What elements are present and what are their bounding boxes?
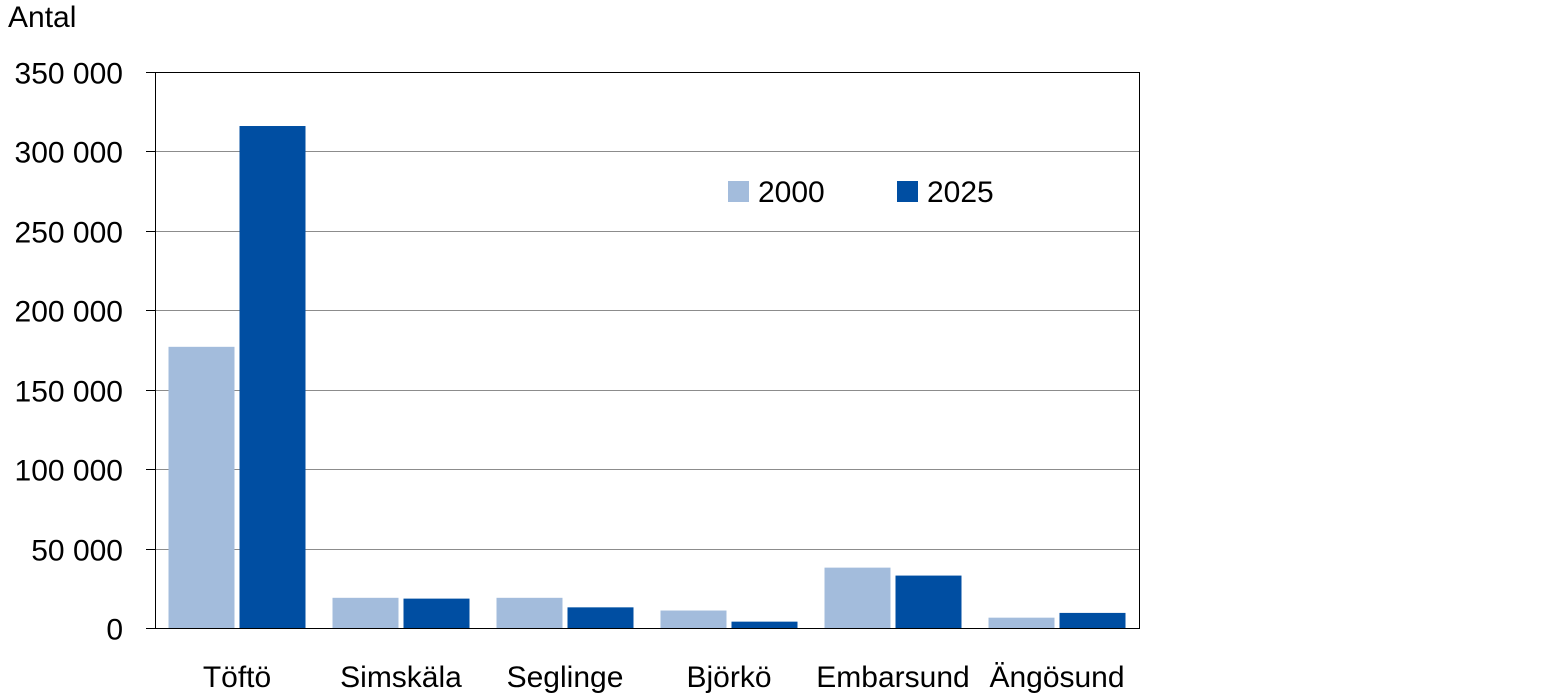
bar-2000-0 — [168, 346, 235, 628]
y-tick-label: 250 000 — [15, 217, 123, 250]
legend-label: 2025 — [927, 176, 994, 209]
category-label: Simskäla — [340, 661, 462, 694]
category-labels: Töftö Simskäla Seglinge Björkö Embarsund Ängö… — [203, 661, 1125, 694]
bars — [168, 126, 1126, 629]
y-tick-labels: 0 50 000 100 000 150 000 200 000 250 000 300 0… — [15, 58, 123, 647]
y-tick-label: 0 — [106, 614, 123, 647]
plot-area-frame — [155, 72, 1140, 629]
bar-2025-4 — [895, 575, 962, 628]
bar-2000-3 — [660, 610, 727, 628]
y-tick-label: 200 000 — [15, 296, 123, 329]
y-tick-label: 300 000 — [15, 137, 123, 170]
y-tick-label: 150 000 — [15, 376, 123, 409]
bar-2025-3 — [731, 621, 798, 628]
bar-2000-2 — [496, 597, 563, 628]
bar-2000-1 — [332, 597, 399, 628]
legend-swatch-2025 — [897, 181, 918, 202]
y-axis-label: Antal — [8, 1, 76, 34]
legend: 2000 2025 — [728, 176, 994, 209]
bar-2000-5 — [988, 617, 1055, 628]
bar-2025-0 — [239, 126, 306, 629]
category-label: Embarsund — [816, 661, 969, 694]
bar-2000-4 — [824, 567, 891, 628]
category-label: Björkö — [686, 661, 771, 694]
legend-swatch-2000 — [728, 181, 749, 202]
y-tick-label: 350 000 — [15, 58, 123, 91]
bar-2025-2 — [567, 607, 634, 628]
legend-label: 2000 — [758, 176, 825, 209]
y-tick-label: 100 000 — [15, 455, 123, 488]
category-label: Seglinge — [507, 661, 624, 694]
y-tick-label: 50 000 — [31, 535, 123, 568]
category-label: Ängösund — [989, 661, 1124, 694]
bar-2025-5 — [1059, 612, 1126, 628]
category-label: Töftö — [203, 661, 271, 694]
bar-2025-1 — [403, 598, 470, 628]
